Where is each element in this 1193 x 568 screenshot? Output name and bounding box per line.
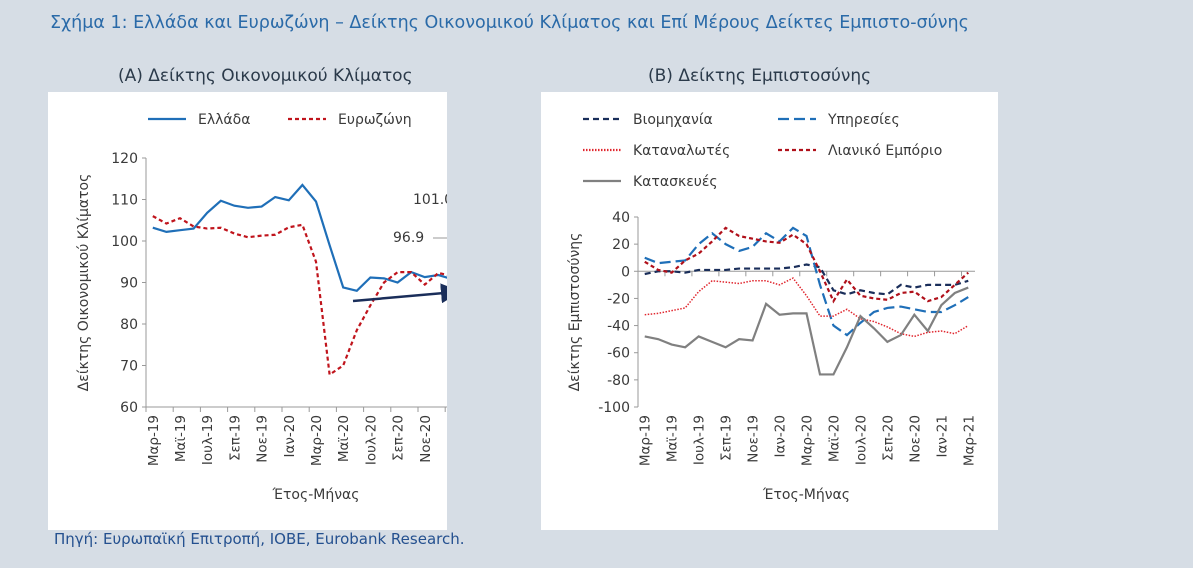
x-tick-label: Μαϊ-19 [173, 415, 189, 462]
x-tick-label: Μαϊ-20 [336, 415, 352, 462]
y-tick-label: 110 [111, 193, 138, 209]
legend-label: Λιανικό Εμπόριο [828, 143, 942, 159]
y-axis-title: Δείκτης Εμπιστοσύνης [567, 233, 583, 392]
y-tick-label: 80 [120, 317, 138, 333]
y-tick-label: 0 [621, 264, 630, 280]
figure-title: Σχήμα 1: Ελλάδα και Ευρωζώνη – Δείκτης Ο… [50, 13, 969, 33]
series-line-4 [644, 286, 969, 376]
chart-b-title: (Β) Δείκτης Εμπιστοσύνης [648, 66, 872, 86]
y-tick-label: 40 [612, 210, 630, 226]
x-tick-label: Σεπ-19 [227, 415, 243, 461]
x-tick-label: Μαρ-20 [309, 415, 325, 466]
legend-label: Ευρωζώνη [338, 112, 412, 128]
x-axis-title: Έτος-Μήνας [762, 487, 850, 503]
x-tick-label: Νοε-20 [418, 415, 434, 463]
y-tick-label: -80 [607, 373, 630, 389]
chart-a-title: (Α) Δείκτης Οικονομικού Κλίματος [118, 66, 413, 86]
legend-label: Κατασκευές [633, 174, 718, 190]
y-tick-label: -40 [607, 319, 630, 335]
x-tick-label: Ιαν-21 [445, 415, 447, 457]
y-tick-label: 100 [111, 234, 138, 250]
x-tick-label: Ιαν-21 [934, 415, 950, 457]
annotation-leader [433, 237, 447, 239]
chart-b-panel: -100 -80 -60 -40 -20 0 20 40 Μαρ-19 Μαϊ-19 Ιουλ-19… [541, 92, 998, 530]
chart-b: -100 -80 -60 -40 -20 0 20 40 Μαρ-19 Μαϊ-19 Ιουλ-19… [567, 112, 977, 503]
x-tick-label: Ιαν-20 [773, 415, 789, 457]
y-tick-label: 60 [120, 400, 138, 416]
annotation-label: 101.0 [413, 192, 447, 208]
annotation-label: 96.9 [393, 230, 424, 246]
x-tick-label: Μαϊ-20 [826, 415, 842, 462]
x-tick-label: Νοε-19 [746, 415, 762, 463]
chart-a: 60 70 80 90 100 110 120 Μαρ-19 Μαϊ-19 Ιουλ-19 Σεπ-… [76, 112, 447, 503]
x-tick-label: Μαρ-19 [146, 415, 162, 466]
x-tick-label: Σεπ-20 [880, 415, 896, 461]
y-tick-label: 20 [612, 237, 630, 253]
x-tick-label: Μαϊ-19 [665, 415, 681, 462]
y-axis-title: Δείκτης Οικονομικού Κλίματος [76, 174, 92, 392]
legend-label: Υπηρεσίες [827, 112, 900, 128]
source-note: Πηγή: Ευρωπαϊκή Επιτροπή, ΙΟΒΕ, Eurobank… [54, 530, 465, 548]
trend-arrow-icon [352, 283, 447, 304]
x-tick-label: Σεπ-20 [391, 415, 407, 461]
legend-label: Ελλάδα [198, 112, 250, 128]
x-tick-label: Ιαν-20 [282, 415, 298, 457]
y-tick-label: -100 [598, 400, 630, 416]
y-tick-label: 120 [111, 151, 138, 167]
x-tick-label: Νοε-19 [255, 415, 271, 463]
legend-label: Βιομηχανία [633, 112, 713, 128]
legend-label: Καταναλωτές [633, 143, 730, 159]
x-axis-title: Έτος-Μήνας [272, 487, 360, 503]
x-tick-label: Μαρ-19 [638, 415, 654, 466]
y-tick-label: -20 [607, 291, 630, 307]
x-tick-label: Ιουλ-20 [853, 415, 869, 465]
x-tick-label: Ιουλ-19 [692, 415, 708, 465]
y-tick-label: 70 [120, 359, 138, 375]
x-tick-label: Σεπ-19 [719, 415, 735, 461]
y-tick-label: -60 [607, 346, 630, 362]
x-tick-label: Μαρ-21 [961, 415, 977, 466]
x-tick-label: Ιουλ-19 [200, 415, 216, 465]
x-tick-label: Ιουλ-20 [363, 415, 379, 465]
series-line-0 [644, 263, 969, 296]
x-tick-label: Μαρ-20 [800, 415, 816, 466]
y-tick-label: 90 [120, 276, 138, 292]
chart-a-panel: 60 70 80 90 100 110 120 Μαρ-19 Μαϊ-19 Ιουλ-19 Σεπ-… [48, 92, 447, 530]
x-tick-label: Νοε-20 [907, 415, 923, 463]
